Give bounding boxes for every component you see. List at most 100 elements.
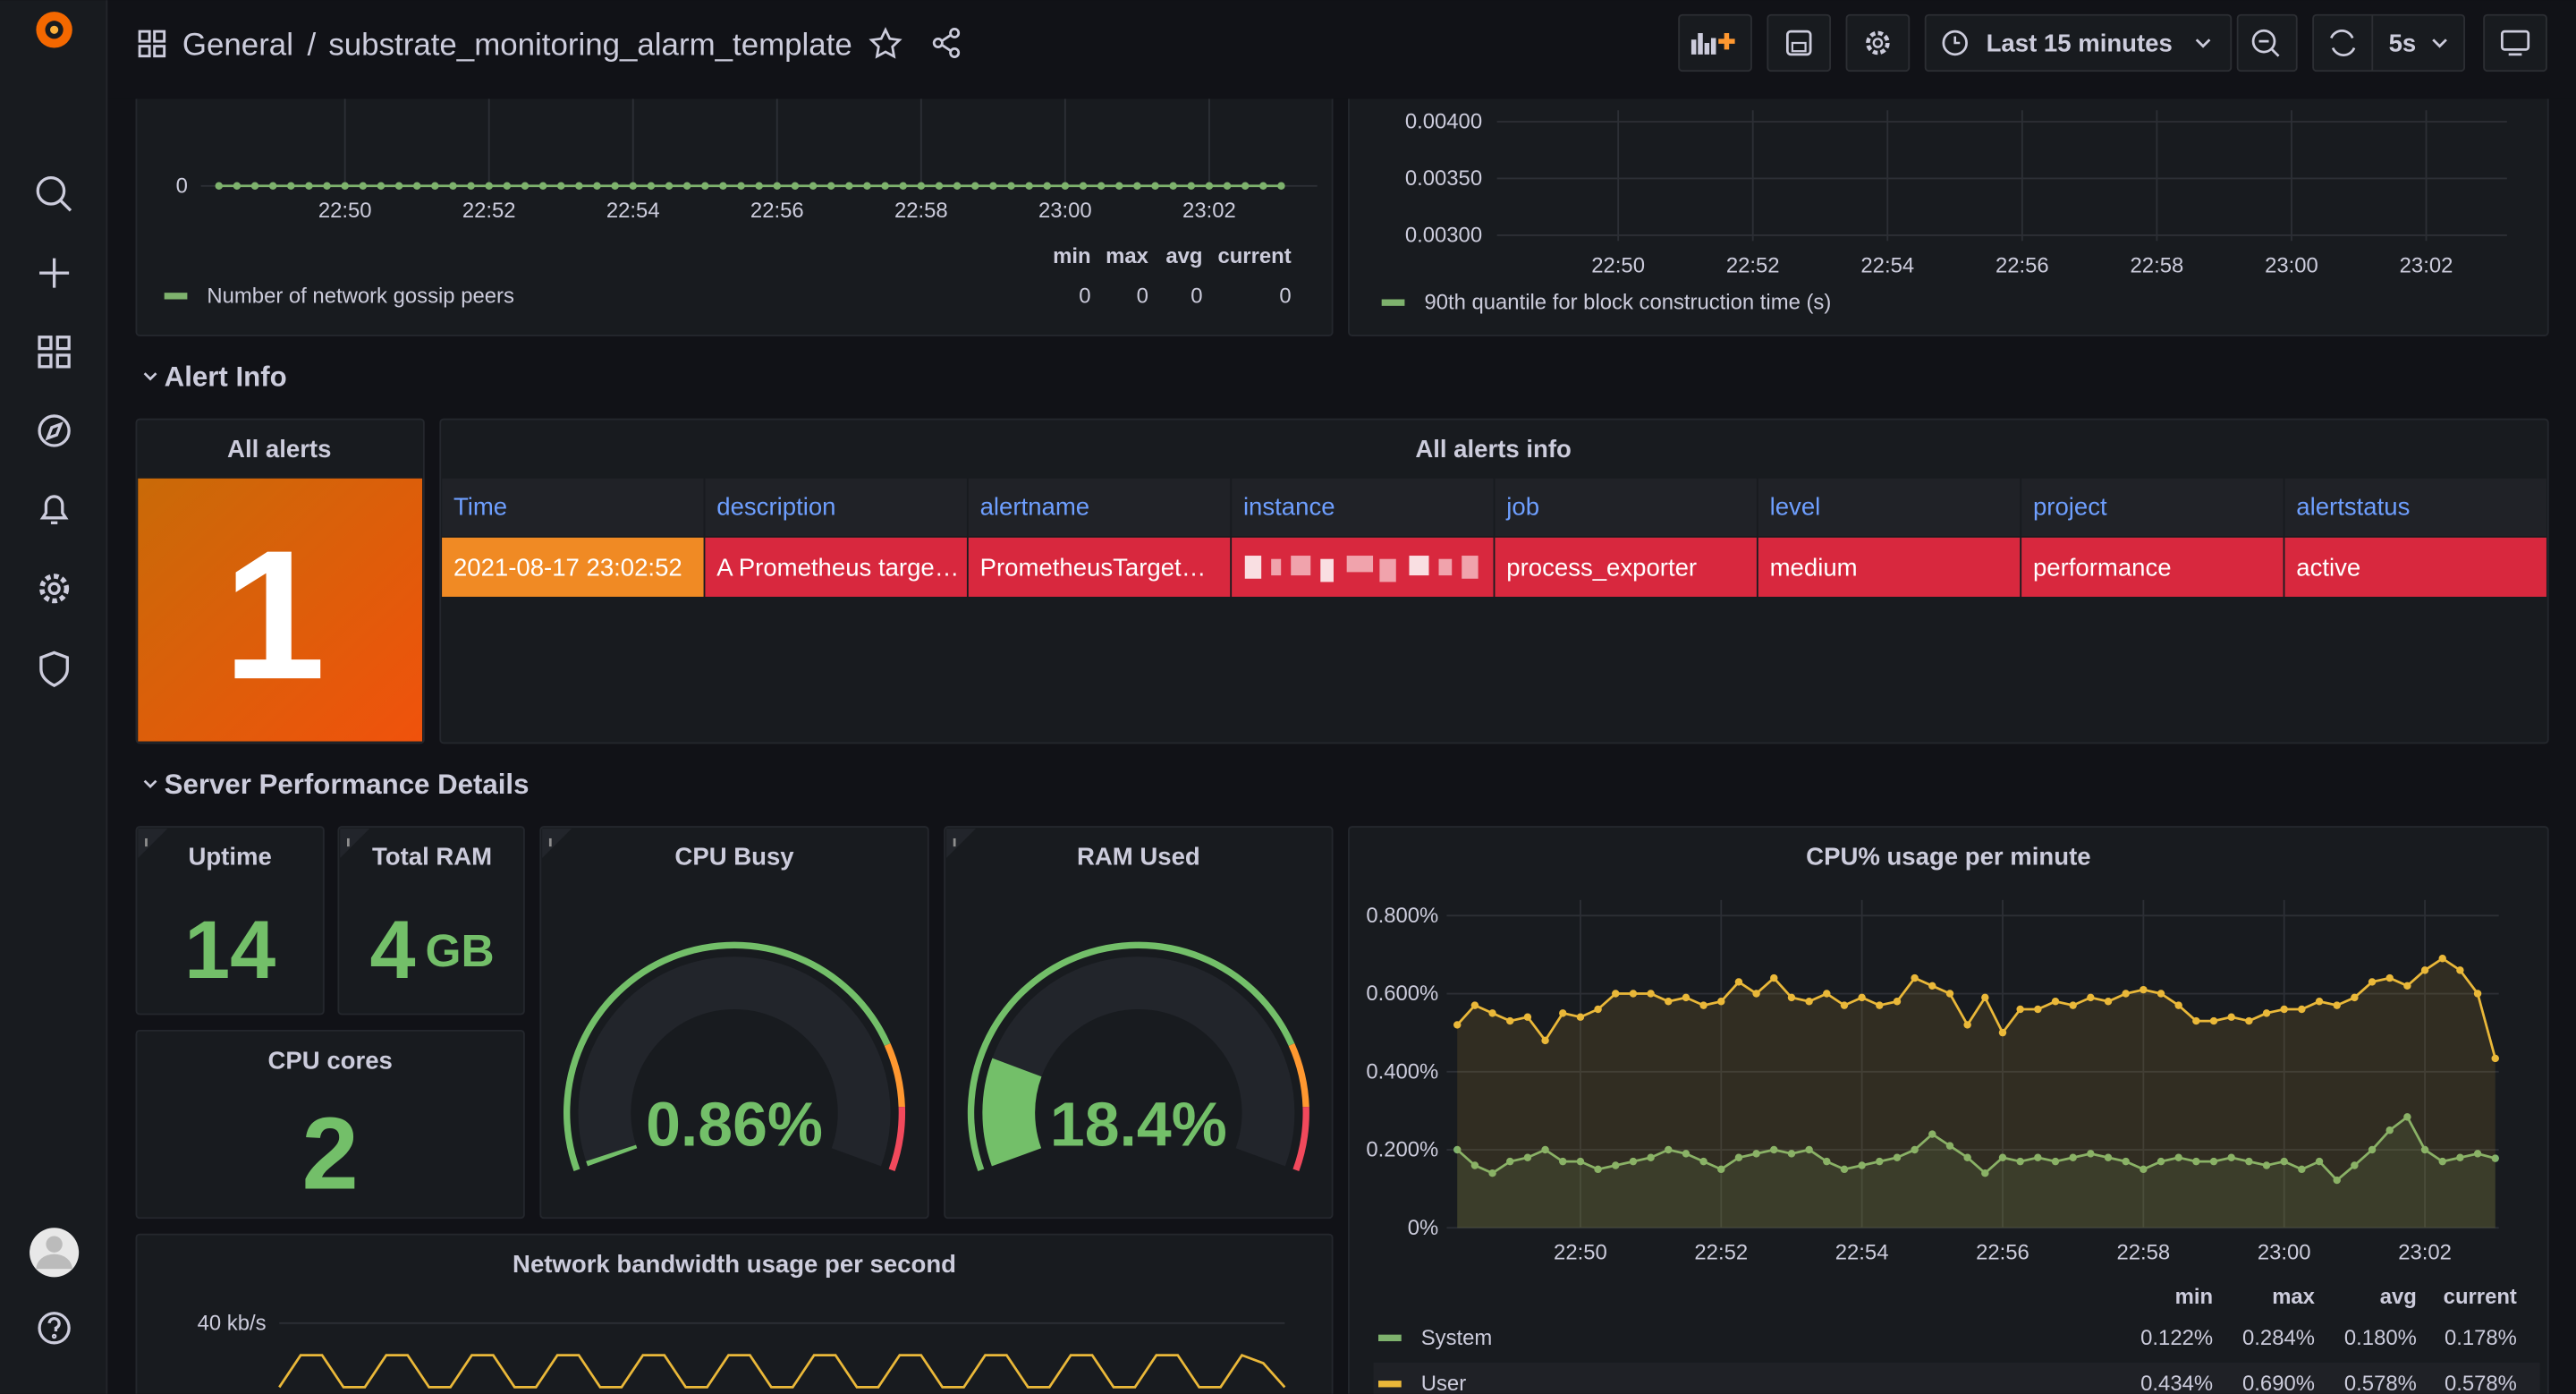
data-point	[2298, 1165, 2306, 1174]
data-point	[1963, 1153, 1971, 1161]
table-header-cell	[1495, 478, 1757, 536]
star-button[interactable]	[869, 27, 902, 59]
data-point	[2034, 1153, 2042, 1161]
data-point	[412, 182, 421, 190]
data-point	[989, 182, 997, 190]
data-point	[1488, 1009, 1496, 1017]
table-cell-text: 2021-08-17 23:02:52	[453, 553, 682, 581]
data-point	[1823, 1157, 1831, 1166]
refresh-picker[interactable]	[2312, 13, 2466, 72]
legend-label: 90th quantile for block construction tim…	[1424, 291, 1831, 315]
data-point	[1752, 1150, 1760, 1158]
data-point	[1506, 1157, 1514, 1166]
dashboards-icon[interactable]	[38, 336, 71, 369]
legend-value: 0.578%	[2344, 1372, 2417, 1394]
data-point	[2069, 1153, 2077, 1161]
x-tick-label: 22:58	[894, 199, 948, 223]
view-mode-button[interactable]	[2483, 13, 2547, 72]
refresh-interval[interactable]: 5s	[2389, 29, 2417, 56]
data-point	[2456, 1153, 2464, 1161]
time-picker[interactable]	[1924, 13, 2233, 72]
top-bar: General / substrate_monitoring_alarm_tem…	[106, 0, 2576, 99]
data-point	[2456, 966, 2464, 974]
settings-button[interactable]	[1845, 13, 1911, 72]
table-header: alertstatus	[2296, 492, 2410, 520]
data-point	[647, 182, 656, 190]
grid-icon[interactable]	[138, 30, 166, 58]
data-point	[2087, 993, 2095, 1002]
data-point	[2333, 1001, 2341, 1009]
data-point	[2174, 1001, 2182, 1009]
stat-number: 2	[302, 1097, 359, 1211]
configuration-icon[interactable]	[39, 574, 70, 604]
y-tick-label: 0.00300	[1405, 223, 1482, 247]
redacted-block	[1346, 556, 1374, 573]
data-point	[1277, 182, 1285, 190]
redacted-block	[1271, 558, 1282, 576]
data-point	[1981, 993, 1989, 1002]
data-point	[394, 182, 403, 190]
table-cell	[2284, 537, 2546, 597]
time-range[interactable]: Last 15 minutes	[1987, 29, 2173, 56]
shield-icon[interactable]	[39, 650, 69, 687]
data-point	[1893, 1153, 1902, 1161]
data-point	[1699, 1157, 1707, 1166]
data-point	[1876, 1157, 1884, 1166]
data-point	[1097, 182, 1106, 190]
folder-link[interactable]: General	[182, 27, 293, 62]
legend-row-bg	[1373, 1362, 2540, 1394]
data-point	[215, 182, 223, 190]
zoom-out-button[interactable]	[2236, 13, 2298, 72]
panel-title: Network bandwidth usage per second	[513, 1250, 956, 1278]
x-tick-label: 23:02	[2400, 253, 2453, 277]
data-point	[287, 182, 295, 190]
table-cell-text: A Prometheus targe…	[716, 553, 959, 581]
dashboard-title[interactable]: substrate_monitoring_alarm_template	[328, 27, 852, 62]
series-area	[1457, 958, 2496, 1228]
data-point	[611, 182, 619, 190]
x-tick-label: 22:58	[2131, 253, 2184, 277]
data-point	[2262, 1009, 2271, 1017]
alerting-icon[interactable]	[39, 495, 69, 524]
panel	[1348, 826, 2549, 1394]
data-point	[2192, 1157, 2200, 1166]
add-panel-button[interactable]	[1678, 13, 1752, 72]
stat-title: Total RAM	[372, 843, 492, 871]
explore-icon[interactable]	[38, 414, 71, 447]
table-cell-text: medium	[1770, 553, 1858, 581]
data-point	[899, 182, 907, 190]
data-point	[773, 182, 782, 190]
data-point	[791, 182, 800, 190]
data-point	[2315, 1157, 2324, 1166]
legend-value: 0	[1137, 284, 1148, 308]
redacted-block	[1244, 556, 1262, 579]
data-point	[1187, 182, 1196, 190]
create-icon[interactable]	[39, 258, 70, 288]
search-icon[interactable]	[36, 175, 72, 212]
gauge-threshold	[1288, 1042, 1309, 1108]
user-avatar[interactable]	[30, 1228, 80, 1278]
table-cell	[1495, 537, 1757, 597]
data-point	[2351, 993, 2359, 1002]
legend-value: 0.690%	[2242, 1372, 2315, 1394]
x-tick-label: 23:00	[1038, 199, 1092, 223]
data-point	[2420, 966, 2429, 974]
data-point	[538, 182, 547, 190]
data-point	[2209, 1016, 2218, 1025]
legend-swatch	[164, 293, 188, 300]
data-point	[2245, 1157, 2253, 1166]
table-cell	[705, 537, 967, 597]
table-header: level	[1770, 492, 1821, 520]
data-point	[1151, 182, 1159, 190]
data-point	[2385, 973, 2394, 982]
section-chevron	[143, 779, 157, 789]
share-button[interactable]	[932, 27, 961, 58]
legend-swatch	[1381, 299, 1405, 306]
gauge-title: RAM Used	[1077, 843, 1200, 871]
help-icon[interactable]	[38, 1312, 71, 1345]
save-button[interactable]	[1767, 13, 1832, 72]
logo[interactable]	[36, 12, 72, 48]
data-point	[1576, 1013, 1585, 1021]
